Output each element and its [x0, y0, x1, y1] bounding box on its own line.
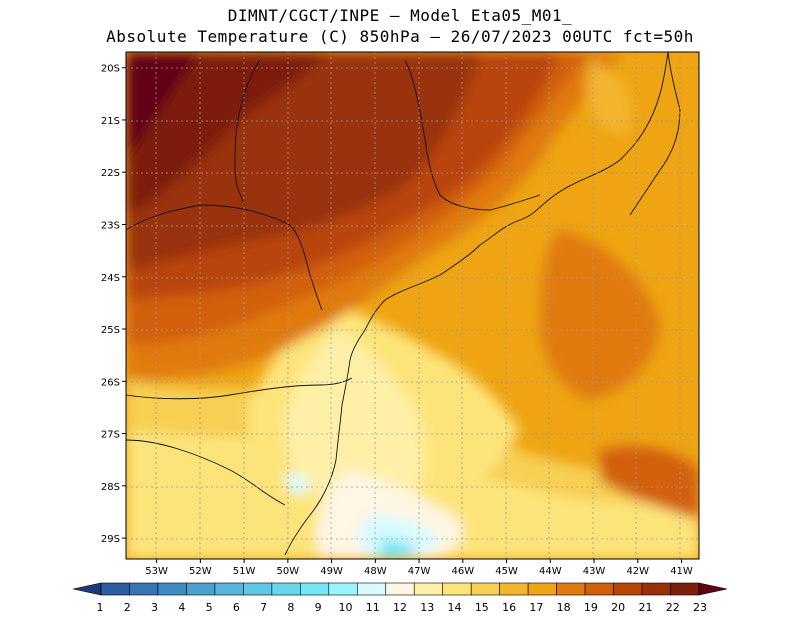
- colorbar-cell: [527, 582, 557, 596]
- temperature-field: [126, 52, 699, 559]
- colorbar-label: 11: [366, 601, 380, 614]
- colorbar-cell: [356, 582, 387, 596]
- colorbar-label: 4: [178, 601, 185, 614]
- lat-tick-label: 23S: [101, 220, 120, 231]
- lat-tick-label: 26S: [101, 377, 120, 388]
- colorbar-label: 23: [693, 601, 707, 614]
- colorbar-cell: [186, 582, 216, 596]
- colorbar-cell: [613, 582, 643, 596]
- colorbar-cell: [72, 582, 102, 596]
- colorbar-cell: [470, 582, 500, 596]
- colorbar-label: 17: [529, 601, 543, 614]
- lat-tick-label: 21S: [101, 116, 120, 127]
- lon-tick-label: 42W: [626, 566, 649, 577]
- colorbar-cell: [641, 582, 671, 596]
- axis-ticks: 53W 52W 51W 50W 49W 48W 47W 46W 45W 44W 43W 42W 41W 2…: [101, 64, 693, 577]
- plot-frame: [125, 51, 700, 560]
- colorbar-label: 13: [420, 601, 434, 614]
- field-19b: [600, 446, 699, 520]
- colorbar-cell: [328, 582, 358, 596]
- colorbar-label: 1: [97, 601, 104, 614]
- colorbar-cell: [499, 582, 529, 596]
- field-18b: [540, 230, 660, 400]
- colorbar-label: 14: [448, 601, 462, 614]
- colorbar-cell: [129, 582, 159, 596]
- lat-tick-label: 24S: [101, 273, 120, 284]
- field-11b: [285, 473, 309, 495]
- colorbar-cell: [385, 582, 415, 596]
- map-title-line-1: DIMNT/CGCT/INPE – Model Eta05_M01_: [227, 6, 573, 25]
- colorbar-cell: [100, 582, 130, 596]
- colorbar-label: 6: [233, 601, 240, 614]
- colorbar-label: 18: [557, 601, 571, 614]
- lon-tick-label: 49W: [320, 566, 343, 577]
- colorbar-label: 22: [666, 601, 680, 614]
- lat-tick-label: 22S: [101, 168, 120, 179]
- colorbar-cell: [157, 582, 187, 596]
- lon-tick-label: 44W: [539, 566, 562, 577]
- lon-tick-label: 52W: [189, 566, 212, 577]
- colorbar-cell: [670, 582, 700, 596]
- lon-tick-label: 48W: [364, 566, 387, 577]
- lat-tick-label: 29S: [101, 534, 120, 545]
- colorbar-cell: [556, 582, 586, 596]
- colorbar-label: 15: [475, 601, 489, 614]
- colorbar-label: 20: [611, 601, 625, 614]
- lat-tick-label: 27S: [101, 430, 120, 441]
- colorbar-label: 5: [206, 601, 213, 614]
- lon-tick-label: 47W: [408, 566, 431, 577]
- lon-tick-label: 50W: [277, 566, 300, 577]
- colorbar-label: 7: [260, 601, 267, 614]
- colorbar-label: 21: [638, 601, 652, 614]
- colorbar-cell: [214, 582, 244, 596]
- lat-tick-label: 20S: [101, 64, 120, 75]
- colorbar-cell: [413, 582, 444, 596]
- lat-tick-label: 25S: [101, 325, 120, 336]
- colorbar-label: 19: [584, 601, 598, 614]
- colorbar-label: 16: [502, 601, 516, 614]
- coastlines: [126, 52, 681, 556]
- field-11: [358, 515, 440, 559]
- lat-tick-label: 28S: [101, 482, 120, 493]
- map-title-line-2: Absolute Temperature (C) 850hPa – 26/07/…: [106, 27, 694, 46]
- colorbar-cell: [442, 582, 472, 596]
- colorbar-cell: [271, 582, 301, 596]
- lon-tick-label: 46W: [451, 566, 474, 577]
- colorbar-label: 3: [151, 601, 158, 614]
- colorbar-label: 9: [315, 601, 322, 614]
- colorbar-cell: [584, 582, 614, 596]
- colorbar-label: 8: [287, 601, 294, 614]
- lat-lon-grid: [126, 52, 699, 559]
- field-9: [380, 539, 416, 559]
- colorbar-label: 12: [393, 601, 407, 614]
- colorbar-cell: [698, 582, 728, 596]
- lon-tick-label: 43W: [583, 566, 606, 577]
- lon-tick-label: 41W: [670, 566, 693, 577]
- colorbar-label: 2: [124, 601, 131, 614]
- colorbar: 1 2 3 4 5 6 7 8 9 10 11 12 13 14 15 16 17 18 19 20 21 22 23: [72, 582, 728, 614]
- lon-tick-label: 45W: [495, 566, 518, 577]
- field-23: [126, 52, 200, 160]
- field-22: [126, 52, 330, 215]
- colorbar-label: 10: [338, 601, 352, 614]
- field-16: [585, 60, 633, 133]
- colorbar-cell: [300, 582, 330, 596]
- colorbar-cell: [243, 582, 273, 596]
- lon-tick-label: 53W: [145, 566, 168, 577]
- lon-tick-label: 51W: [233, 566, 256, 577]
- field-13: [285, 330, 424, 523]
